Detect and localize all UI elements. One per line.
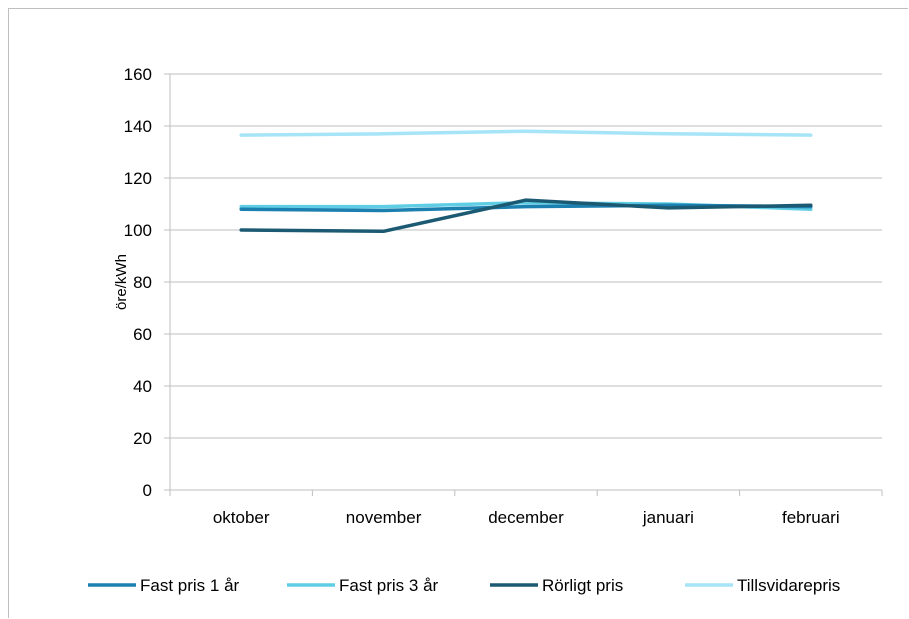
x-tick-label: januari [642,508,694,527]
legend-label: Rörligt pris [542,576,623,595]
x-tick-label: december [488,508,564,527]
y-tick-label: 60 [133,325,152,344]
series-lines [239,129,813,234]
x-tick-label: oktober [213,508,270,527]
y-tick-label: 20 [133,429,152,448]
axes: 0 20 40 60 80 100 120 140 160 oktober november dece… [124,65,883,527]
y-axis-title: öre/kWh [113,254,130,310]
legend: Fast pris 1 år Fast pris 3 år Rörligt pris… [88,576,840,595]
y-tick-label: 80 [133,273,152,292]
y-tick-label: 160 [124,65,152,84]
legend-label: Fast pris 1 år [140,576,240,595]
x-tick-label: november [346,508,422,527]
y-tick-label: 0 [143,481,152,500]
legend-label: Tillsvidarepris [737,576,840,595]
x-tick-label: februari [782,508,840,527]
y-tick-label: 100 [124,221,152,240]
y-tick-label: 40 [133,377,152,396]
series-line-4 [239,129,813,137]
gridlines [170,73,882,439]
series-line-3 [239,198,813,234]
chart-frame [8,8,908,618]
y-tick-label: 140 [124,117,152,136]
legend-label: Fast pris 3 år [339,576,439,595]
y-tick-label: 120 [124,169,152,188]
